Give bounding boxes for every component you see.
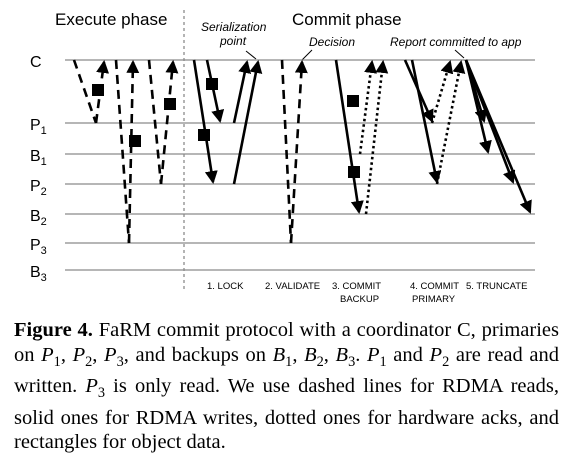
figure-number: Figure 4. (14, 319, 93, 341)
math-p3: P3 (104, 343, 124, 370)
commit-primary-messages (403, 59, 466, 185)
decision-label: Decision (309, 35, 355, 49)
decision-leader (301, 49, 313, 61)
caption-text-4: , and backups on (123, 343, 273, 366)
lock-step-messages (192, 59, 263, 185)
read-request-p3 (114, 59, 131, 244)
report-committed-label: Report committed to app (390, 35, 522, 49)
lock-write-p2 (192, 59, 218, 185)
figure-caption: Figure 4. FaRM commit protocol with a co… (14, 318, 559, 455)
math-b2: B2 (304, 343, 324, 370)
read-response-p2 (159, 59, 179, 185)
math-b3: B3 (335, 343, 356, 370)
read-response-p3 (126, 59, 140, 244)
serialization-point-label-line2: point (219, 34, 247, 48)
row-label-p1: P1 (30, 117, 47, 137)
step-commit-backup-label-1: 3. COMMIT (332, 281, 381, 292)
commit-backup-ack-b2 (364, 59, 389, 215)
step-commit-primary-label-2: PRIMARY (412, 294, 456, 305)
row-label-b3: B3 (30, 264, 47, 284)
object-data-p3 (129, 135, 141, 147)
commit-protocol-diagram: Execute phase Commit phase Serialization… (30, 10, 535, 305)
truncate-b2 (464, 59, 532, 214)
row-label-b2: B2 (30, 208, 47, 228)
lock-reply-p1 (232, 59, 252, 124)
lock-object-p2 (198, 129, 210, 141)
report-committed-leader (454, 49, 465, 59)
caption-text-8: and (386, 343, 430, 366)
execute-phase-title: Execute phase (55, 10, 167, 29)
row-label-c: C (30, 54, 42, 71)
truncate-p1 (464, 59, 488, 123)
serialization-point-label-line1: Serialization (201, 20, 267, 34)
commit-backup-object-b2 (348, 166, 360, 178)
object-data-p1 (92, 84, 104, 96)
math-p1: P1 (41, 343, 61, 370)
row-label-p3: P3 (30, 237, 47, 257)
math-q1: P1 (366, 343, 387, 370)
lock-object-p1 (206, 78, 218, 90)
commit-primary-ack-p2 (435, 59, 466, 185)
read-request-p2 (147, 59, 163, 185)
row-label-p2: P2 (30, 178, 47, 198)
commit-backup-write-b2 (334, 59, 364, 215)
commit-primary-ack-p1 (430, 60, 454, 124)
step-labels: 1. LOCK 2. VALIDATE 3. COMMIT BACKUP 4. … (207, 281, 527, 305)
math-b1: B1 (272, 343, 293, 370)
read-request-p1 (72, 59, 98, 124)
caption-text-9: are read and written. (14, 343, 559, 398)
math-p2: P2 (72, 343, 93, 370)
object-data-p2 (164, 98, 176, 110)
caption-text-3: , (92, 343, 105, 366)
execute-phase-messages (72, 59, 179, 244)
row-labels: C P1 B1 P2 B2 P3 B3 (30, 54, 47, 284)
lock-write-p1 (205, 59, 225, 124)
commit-primary-write-p2 (410, 59, 442, 185)
caption-text-5: , (292, 343, 305, 366)
commit-backup-ack-b1 (358, 59, 378, 155)
step-truncate-label: 5. TRUNCATE (466, 281, 527, 292)
step-commit-primary-label-1: 4. COMMIT (410, 281, 459, 292)
validate-read-p3 (280, 59, 293, 244)
caption-text-1: FaRM commit protocol with a coordinator … (14, 319, 559, 366)
step-commit-backup-label-2: BACKUP (340, 294, 379, 305)
caption-text-2: , (60, 343, 73, 366)
commit-backup-object-b1 (347, 95, 359, 107)
validate-response-p3 (289, 59, 308, 244)
lock-reply-p2 (232, 59, 263, 185)
serialization-point-leader (245, 50, 257, 60)
caption-text-7: . (355, 343, 367, 366)
validate-step-messages (280, 59, 308, 244)
row-label-b1: B1 (30, 148, 47, 168)
math-q2: P2 (429, 343, 450, 370)
commit-phase-title: Commit phase (292, 10, 402, 29)
math-q3: P3 (85, 375, 106, 402)
caption-text-6: , (323, 343, 336, 366)
commit-backup-messages (334, 59, 389, 215)
step-lock-label: 1. LOCK (207, 281, 244, 292)
caption-text-10: is only read. We use dashed lines for RD… (14, 375, 559, 454)
step-validate-label: 2. VALIDATE (265, 281, 320, 292)
truncate-messages (464, 59, 532, 214)
